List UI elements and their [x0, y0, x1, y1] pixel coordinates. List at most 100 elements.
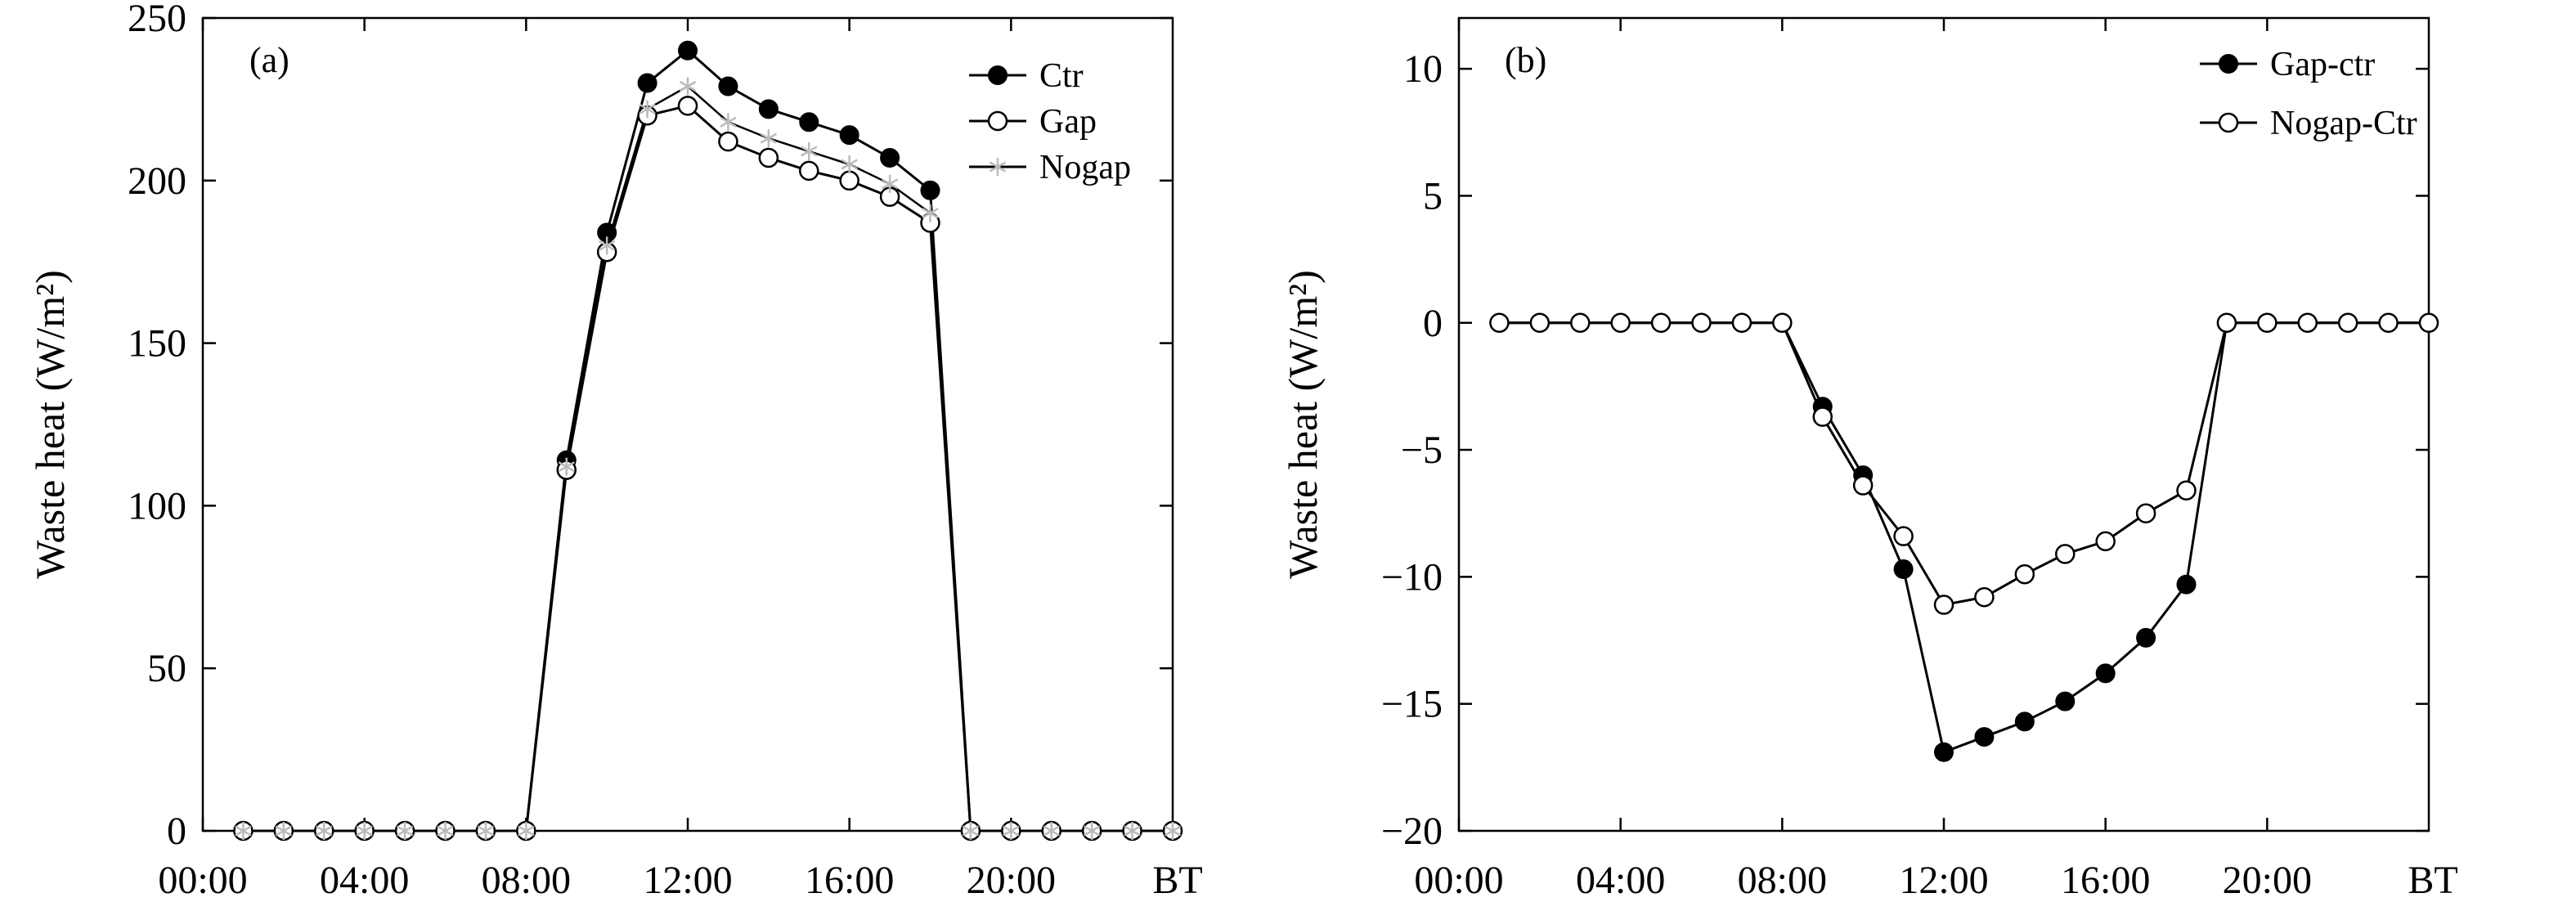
- y-tick-label: −5: [1401, 429, 1443, 472]
- data-point-nogap-ctr: [2014, 564, 2035, 585]
- data-point-nogap-ctr: [2257, 312, 2278, 333]
- legend-marker-ctr: [988, 65, 1008, 85]
- data-point-nogap-ctr: [2095, 531, 2116, 552]
- data-point-nogap-ctr: [1650, 312, 1672, 333]
- data-point-nogap: [477, 822, 495, 840]
- x-tick-label: 12:00: [1899, 859, 1988, 902]
- series-line-nogap-ctr: [1499, 321, 2429, 607]
- data-point-nogap-ctr: [2176, 480, 2197, 501]
- series-line-gap: [243, 104, 1173, 832]
- panel-a-series: [233, 40, 1183, 841]
- x-tick-label: 04:00: [1576, 859, 1665, 902]
- data-point-ctr: [758, 99, 779, 119]
- data-point-nogap-ctr: [1731, 312, 1752, 333]
- x-tick-label: 12:00: [643, 859, 732, 902]
- data-point-nogap: [558, 457, 575, 476]
- data-point-nogap: [235, 822, 252, 840]
- data-point-ctr: [880, 147, 900, 168]
- y-tick-label: 10: [1403, 47, 1443, 91]
- data-point-nogap-ctr: [2055, 544, 2076, 564]
- data-point-nogap-ctr: [2297, 312, 2318, 333]
- data-point-ctr: [718, 76, 738, 96]
- panel-b-series: [1489, 312, 2439, 762]
- data-point-ctr: [839, 125, 859, 146]
- series-line-nogap: [243, 84, 1173, 832]
- y-tick-label: 0: [167, 810, 186, 853]
- panel-b-x-unit-label: BT: [2408, 859, 2457, 902]
- data-point-nogap-ctr: [1529, 312, 1551, 333]
- y-tick-label: 200: [128, 159, 186, 203]
- data-point-nogap-ctr: [2135, 503, 2156, 523]
- legend-label-gap-ctr: Gap-ctr: [2270, 46, 2375, 83]
- data-point-ctr: [678, 40, 698, 61]
- data-point-gap: [677, 96, 698, 116]
- legend-marker-gap-ctr: [2219, 54, 2238, 74]
- x-tick-label: 08:00: [1738, 859, 1827, 902]
- data-point-gap-ctr: [2014, 711, 2035, 732]
- data-point-gap-ctr: [2136, 627, 2156, 648]
- data-point-ctr: [799, 112, 819, 132]
- data-point-nogap: [598, 236, 616, 255]
- legend-marker-nogap: [989, 158, 1007, 176]
- y-tick-label: 0: [1423, 302, 1443, 345]
- data-point-gap-ctr: [1974, 727, 1995, 747]
- panel-a-chart: 0 50 100 150 200 250 00:00 04:00 08:00 12:00 16:00…: [27, 0, 1203, 902]
- data-point-nogap-ctr: [1570, 312, 1591, 333]
- x-tick-label: 08:00: [482, 859, 571, 902]
- legend-label-nogap-ctr: Nogap-Ctr: [2270, 105, 2417, 142]
- legend-label-nogap: Nogap: [1039, 149, 1131, 186]
- data-point-nogap: [1083, 822, 1101, 840]
- panel-b-legend: Gap-ctr Nogap-Ctr: [2200, 46, 2417, 142]
- panel-b-label: (b): [1505, 40, 1546, 80]
- series-line-gap-ctr: [1499, 321, 2429, 754]
- y-tick-label: −15: [1381, 683, 1443, 726]
- data-point-nogap-ctr: [1933, 595, 1954, 615]
- data-point-gap-ctr: [2055, 691, 2076, 711]
- data-point-gap-ctr: [2095, 663, 2116, 684]
- panel-a-label: (a): [249, 40, 289, 80]
- panel-b-ticks: −20 −15 −10 −5 0 5 10 00:00 04:00 08:00 12:00 16:00…: [1381, 18, 2429, 902]
- y-tick-label: −20: [1381, 810, 1443, 853]
- data-point-nogap: [275, 822, 293, 840]
- data-point-nogap-ctr: [1772, 312, 1793, 333]
- data-point-gap-ctr: [1934, 742, 1954, 762]
- y-tick-label: −10: [1381, 555, 1443, 599]
- x-tick-label: 20:00: [2223, 859, 2312, 902]
- data-point-nogap-ctr: [2418, 312, 2439, 333]
- x-tick-label: 20:00: [967, 859, 1056, 902]
- series-line-ctr: [243, 48, 1173, 832]
- data-point-nogap: [518, 822, 535, 840]
- data-point-nogap: [679, 77, 697, 96]
- data-point-nogap: [356, 822, 373, 840]
- data-point-nogap: [720, 113, 737, 132]
- y-tick-label: 250: [128, 0, 186, 40]
- panel-b-chart: −20 −15 −10 −5 0 5 10 00:00 04:00 08:00 12:00 16:00…: [1280, 16, 2458, 902]
- data-point-nogap-ctr: [1691, 312, 1712, 333]
- y-tick-label: 5: [1423, 174, 1443, 218]
- y-tick-label: 100: [128, 484, 186, 527]
- x-tick-label: 16:00: [2061, 859, 2150, 902]
- data-point-gap-ctr: [1893, 559, 1914, 580]
- x-tick-label: 00:00: [158, 859, 247, 902]
- data-point-nogap-ctr: [1974, 586, 1995, 608]
- data-point-nogap: [316, 822, 333, 840]
- data-point-nogap: [1164, 822, 1182, 840]
- x-tick-label: 04:00: [320, 859, 409, 902]
- legend-marker-nogap-ctr: [2218, 112, 2239, 133]
- y-tick-label: 150: [128, 322, 186, 366]
- legend-label-gap: Gap: [1039, 103, 1097, 141]
- x-tick-label: 16:00: [805, 859, 894, 902]
- panel-a-legend: Ctr Gap Nogap: [969, 57, 1131, 186]
- data-point-nogap-ctr: [2378, 312, 2399, 333]
- data-point-nogap: [1043, 822, 1060, 840]
- data-point-nogap: [1003, 822, 1020, 840]
- data-point-nogap-ctr: [2337, 312, 2358, 333]
- data-point-nogap: [881, 174, 899, 193]
- data-point-gap: [758, 147, 779, 168]
- data-point-nogap: [639, 100, 656, 119]
- panel-b-y-axis-title: Waste heat (W/m²): [1280, 270, 1326, 578]
- data-point-nogap: [1124, 822, 1141, 840]
- data-point-nogap: [396, 822, 414, 840]
- data-point-nogap-ctr: [1852, 475, 1874, 496]
- data-point-gap-ctr: [2176, 574, 2197, 595]
